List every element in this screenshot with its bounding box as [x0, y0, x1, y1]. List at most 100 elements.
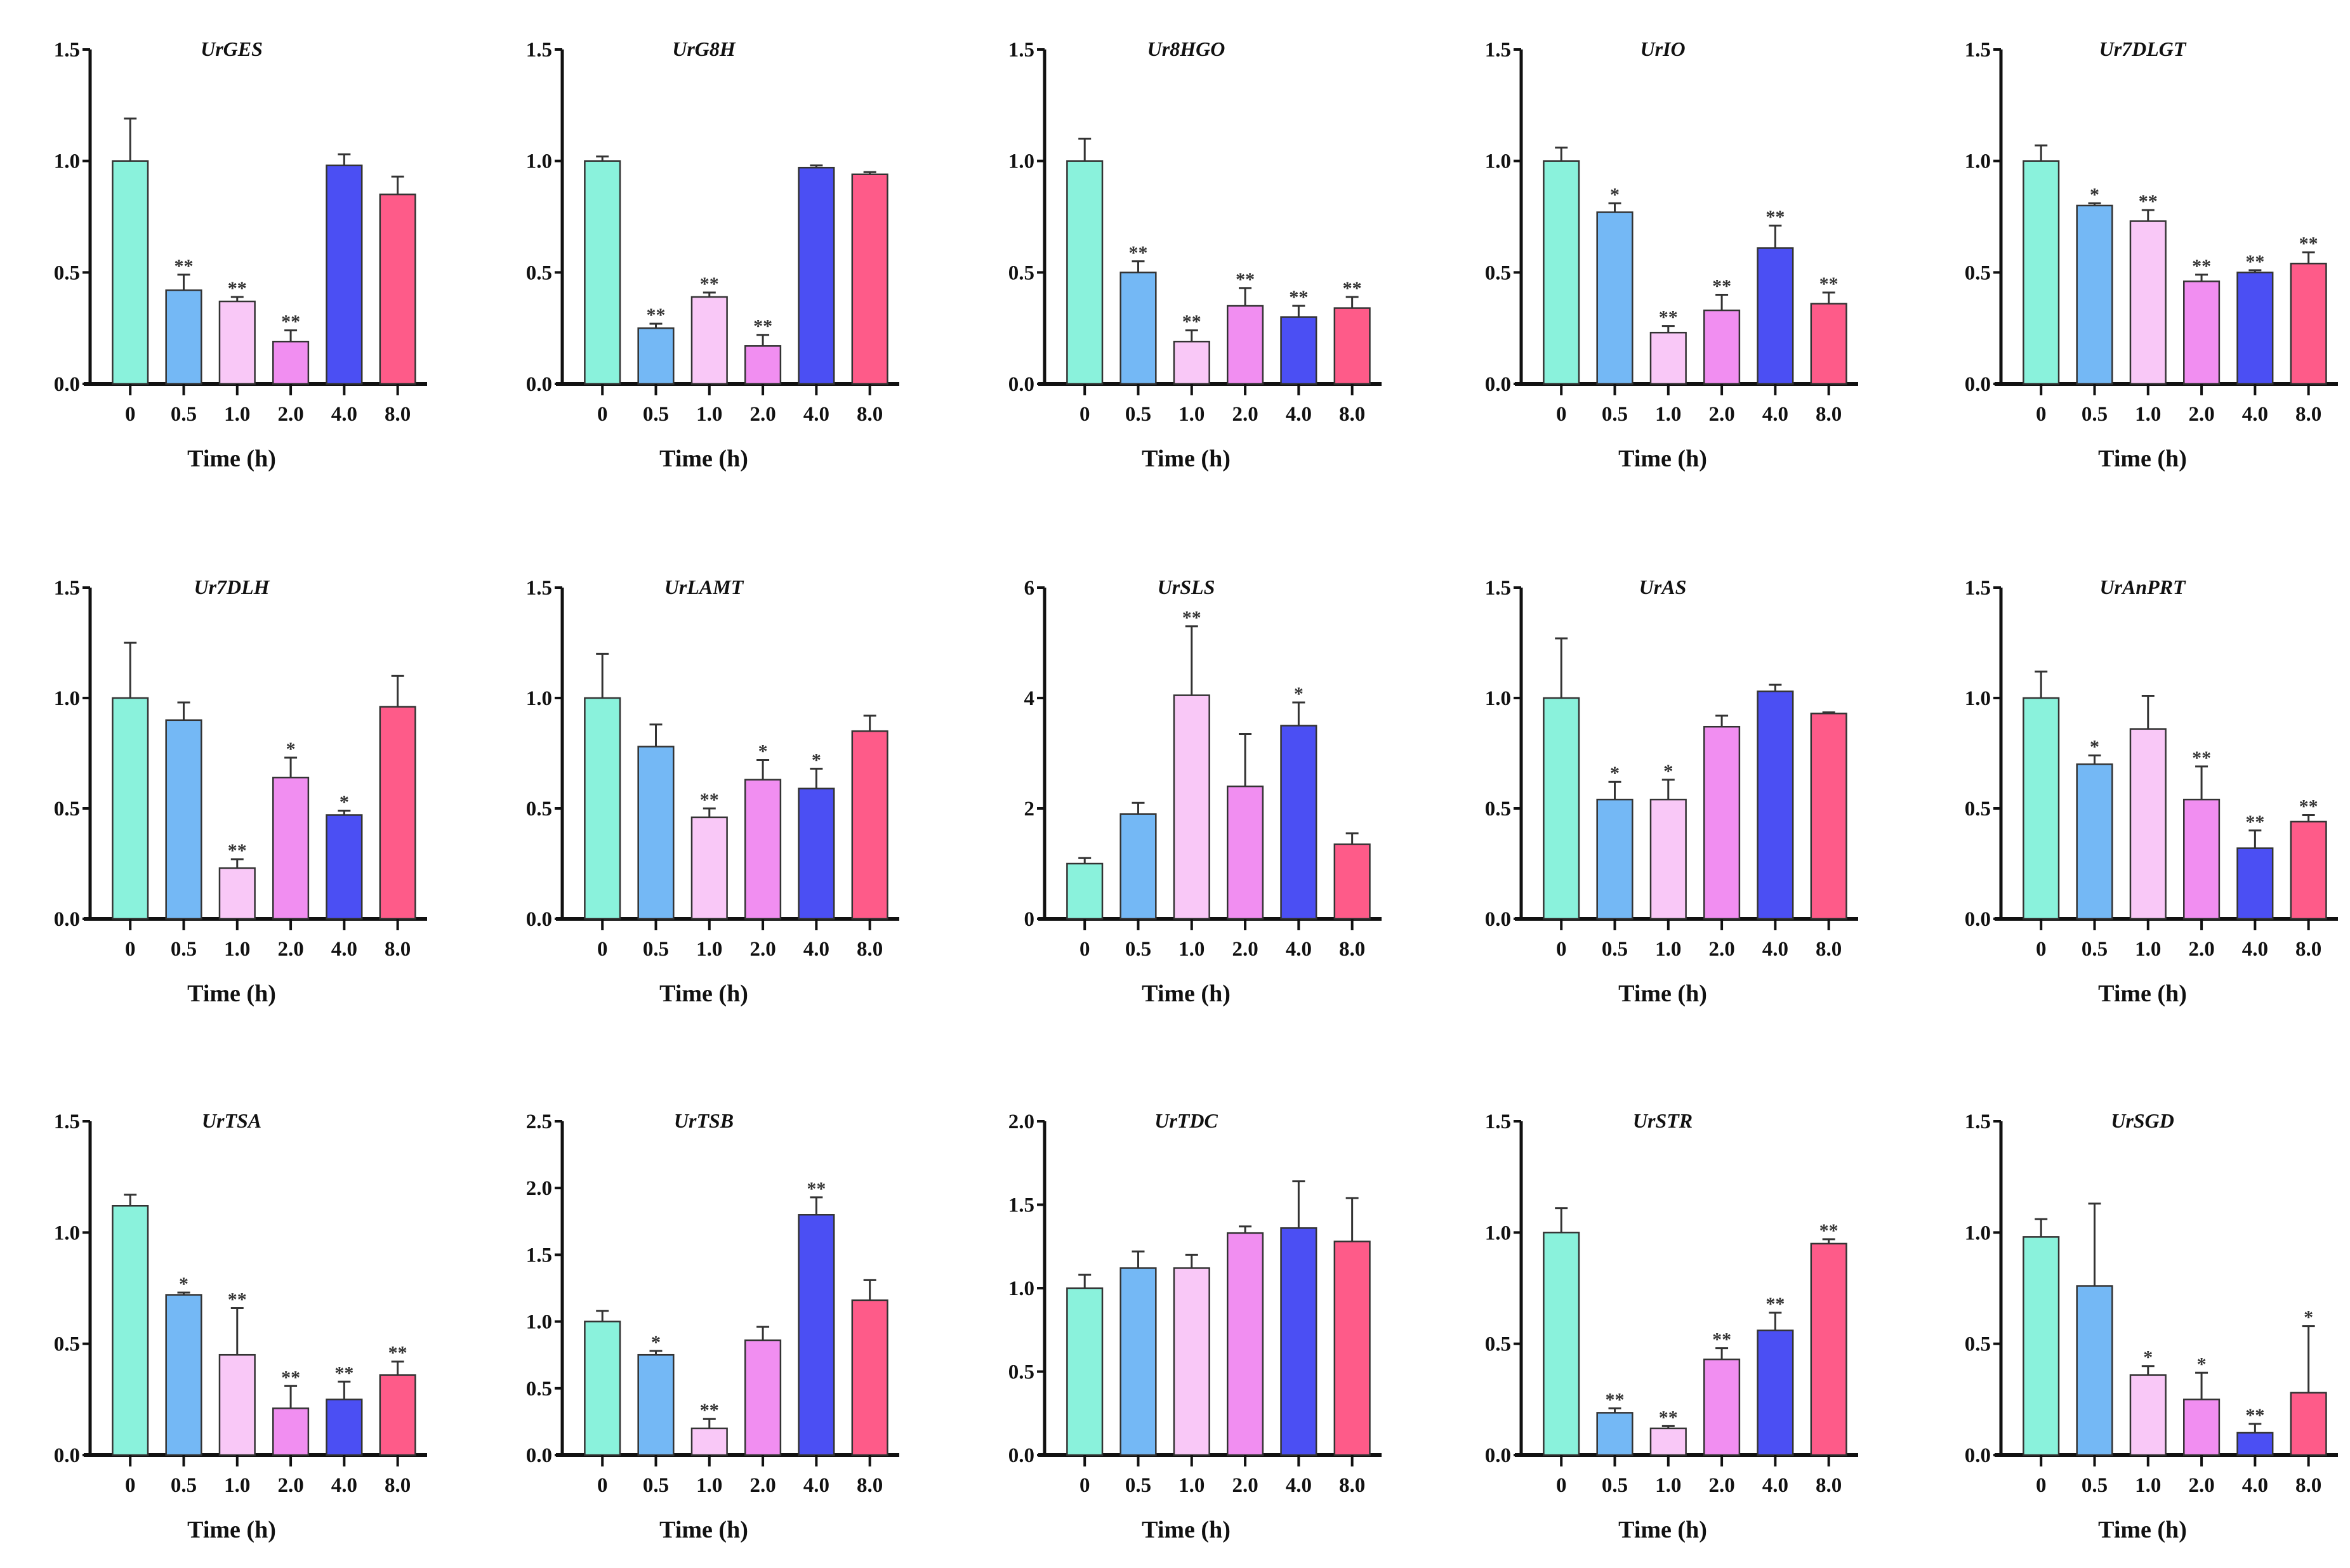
y-tick-label: 1.0 [1965, 687, 1991, 710]
bar [1280, 316, 1317, 385]
bar [637, 327, 675, 385]
significance-label: ** [175, 256, 194, 277]
bar [1596, 1412, 1634, 1456]
significance-label: * [340, 791, 349, 812]
panel-UrSLS: UrSLS 0 2 4 6 0 0.5 ** 1.0 2.0 * 4.0 8.0 Time (h) [1024, 576, 1382, 1007]
bar [165, 719, 202, 920]
bar [2290, 263, 2327, 385]
y-tick-label: 0.5 [526, 1378, 552, 1400]
panel-title: UrLAMT [664, 576, 744, 598]
x-axis-label: Time (h) [1142, 445, 1231, 472]
bar [637, 1354, 675, 1456]
y-tick-label: 0.5 [54, 261, 80, 284]
y-tick-label: 1.5 [1485, 39, 1511, 62]
panel-UrGES: UrGES 0.0 0.5 1.0 1.5 0 ** 0.5 ** 1.0 ** 2.0 4.0 8.0 T… [54, 37, 427, 472]
bar [1757, 1329, 1794, 1456]
y-tick-label: 1.0 [1965, 1222, 1991, 1244]
bar [2129, 728, 2167, 920]
y-tick-label: 4 [1024, 687, 1035, 710]
panel-UrTSB: UrTSB 0.0 0.5 1.0 1.5 2.0 2.5 0 * 0.5 ** 1.0 2.0 ** 4.… [526, 1109, 899, 1543]
x-tick-label: 0.5 [1602, 938, 1628, 961]
x-tick-label: 0.5 [1602, 1474, 1628, 1497]
significance-label: * [2090, 736, 2099, 757]
y-tick-label: 6 [1024, 577, 1035, 600]
panel-title: UrSTR [1633, 1109, 1693, 1132]
y-tick-label: 1.5 [1485, 1110, 1511, 1133]
significance-label: * [1294, 683, 1304, 704]
x-tick-label: 2.0 [2188, 938, 2214, 961]
panel-UrTDC: UrTDC 0.0 0.5 1.0 1.5 2.0 0 0.5 1.0 2.0 4.0 8.0 Time… [1008, 1109, 1382, 1543]
panel-title: UrAnPRT [2099, 576, 2186, 598]
significance-label: ** [228, 840, 247, 861]
bar [798, 1214, 835, 1456]
bar [1227, 305, 1264, 385]
bar [272, 777, 310, 920]
y-tick-label: 1.5 [1485, 577, 1511, 600]
significance-label: ** [807, 1178, 826, 1199]
y-tick-label: 1.0 [1485, 1222, 1511, 1244]
x-tick-label: 2.0 [749, 1474, 776, 1497]
significance-label: ** [1129, 242, 1148, 263]
bar [272, 340, 310, 385]
panel-title: UrTSB [674, 1109, 734, 1132]
x-tick-label: 4.0 [1762, 938, 1788, 961]
x-tick-label: 0.5 [1602, 403, 1628, 426]
bar [2129, 1374, 2167, 1456]
y-tick-label: 1.0 [526, 687, 552, 710]
bar [1119, 272, 1157, 385]
bar [218, 300, 256, 385]
bar [1280, 725, 1317, 920]
panel-UrSGD: UrSGD 0.0 0.5 1.0 1.5 0 0.5 * 1.0 * 2.0 ** 4.0 * 8.0 Ti… [1965, 1109, 2338, 1543]
x-axis-label: Time (h) [187, 445, 276, 472]
significance-label: * [812, 749, 821, 770]
significance-label: ** [1712, 275, 1731, 296]
y-tick-label: 0.5 [54, 1333, 80, 1356]
x-tick-label: 0.5 [643, 403, 669, 426]
x-axis-label: Time (h) [659, 980, 748, 1007]
y-tick-label: 0.5 [1485, 261, 1511, 284]
x-tick-label: 4.0 [1762, 403, 1788, 426]
significance-label: ** [700, 273, 719, 294]
panel-Ur8HGO: Ur8HGO 0.0 0.5 1.0 1.5 0 ** 0.5 ** 1.0 ** 2.0 ** 4.0 *… [1008, 37, 1382, 472]
x-tick-label: 1.0 [1178, 1474, 1205, 1497]
bar [1227, 1232, 1264, 1456]
y-tick-label: 0.0 [54, 373, 80, 396]
significance-label: ** [1659, 307, 1678, 328]
y-tick-label: 0.0 [1485, 373, 1511, 396]
bar [1596, 211, 1634, 385]
bar [798, 787, 835, 920]
significance-label: ** [1712, 1329, 1731, 1350]
bar [1066, 1287, 1104, 1456]
panel-title: UrIO [1640, 37, 1685, 60]
x-tick-label: 1.0 [1655, 1474, 1681, 1497]
y-tick-label: 0.5 [1485, 1333, 1511, 1356]
y-tick-label: 2 [1024, 798, 1035, 820]
significance-label: * [1663, 761, 1673, 782]
x-tick-label: 8.0 [1816, 1474, 1842, 1497]
x-axis-label: Time (h) [2098, 445, 2187, 472]
x-axis-label: Time (h) [1618, 445, 1707, 472]
bar [1596, 798, 1634, 920]
y-tick-label: 0.0 [1008, 1444, 1034, 1467]
x-tick-label: 2.0 [1232, 1474, 1258, 1497]
x-tick-label: 8.0 [857, 403, 883, 426]
x-axis-label: Time (h) [1142, 1517, 1231, 1543]
significance-label: ** [753, 316, 772, 337]
bar [1810, 303, 1847, 385]
significance-label: ** [388, 1343, 407, 1364]
significance-label: ** [2139, 191, 2158, 212]
bar [2076, 763, 2113, 920]
x-tick-label: 8.0 [1339, 1474, 1365, 1497]
bar [112, 1205, 149, 1456]
bar [637, 746, 675, 920]
significance-label: * [758, 741, 768, 761]
bar [1543, 697, 1580, 920]
x-tick-label: 0 [125, 403, 136, 426]
significance-label: * [2090, 184, 2099, 205]
y-tick-label: 1.0 [1965, 150, 1991, 173]
bar [690, 1427, 728, 1456]
y-tick-label: 0.0 [1485, 908, 1511, 931]
bar [2183, 280, 2221, 385]
bar [2076, 204, 2113, 385]
